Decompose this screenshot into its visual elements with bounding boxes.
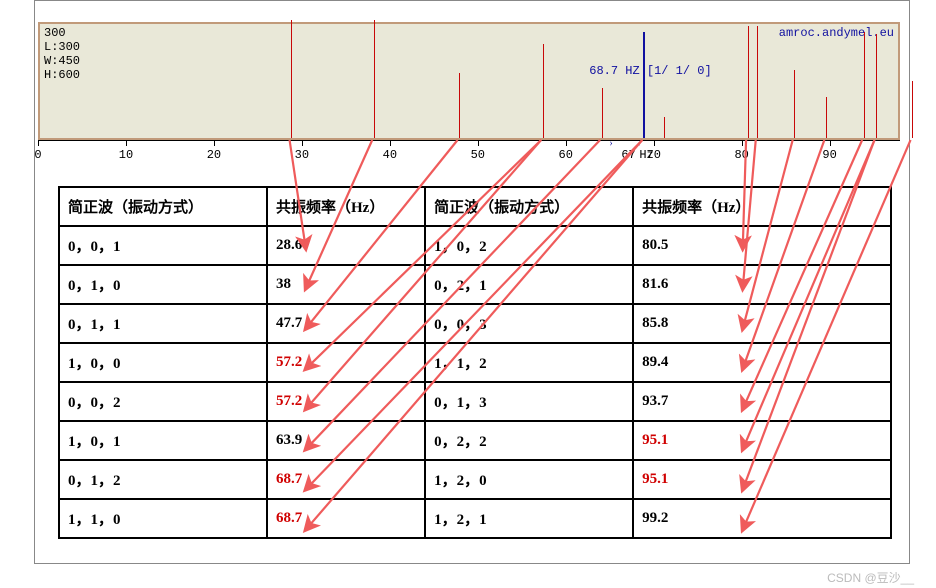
table-row: 0，0，257.20，1，393.7 [59, 382, 891, 421]
axis-center-value: 67 [621, 148, 635, 162]
axis-tick-label: 90 [822, 148, 836, 162]
table-header: 简正波（振动方式） [425, 187, 633, 226]
chart-plot-area: 300 L:300 W:450 H:600 amroc.andymel.eu 6… [38, 22, 900, 140]
spectrum-bar [864, 32, 865, 138]
axis-line [38, 140, 900, 141]
axis-tick-label: 20 [207, 148, 221, 162]
table-cell: 95.1 [633, 460, 891, 499]
center-mark-right: ‹ [637, 138, 640, 149]
spectrum-bar [602, 88, 603, 138]
table-row: 0，1，0380，2，181.6 [59, 265, 891, 304]
axis-tick-label: 40 [383, 148, 397, 162]
meta-H: H:600 [44, 68, 80, 82]
table-header: 简正波（振动方式） [59, 187, 267, 226]
spectrum-bar [912, 81, 913, 138]
table-row: 1，0，163.90，2，295.1 [59, 421, 891, 460]
meta-W: W:450 [44, 54, 80, 68]
axis-tick [390, 140, 391, 146]
axis-tick-label: 10 [119, 148, 133, 162]
spectrum-bar [374, 20, 375, 138]
center-mark-left: › [609, 138, 612, 149]
table-cell: 0，2，1 [425, 265, 633, 304]
spectrum-bar [643, 32, 645, 138]
table-header: 共振频率（Hz） [267, 187, 425, 226]
data-table-wrap: 简正波（振动方式）共振频率（Hz）简正波（振动方式）共振频率（Hz）0，0，12… [58, 186, 892, 539]
table-cell: 1，1，0 [59, 499, 267, 538]
chart-meta: 300 L:300 W:450 H:600 [44, 26, 80, 82]
spectrum-bar [291, 20, 292, 138]
spectrum-bar [757, 26, 758, 138]
axis-tick [566, 140, 567, 146]
table-row: 1，0，057.21，1，289.4 [59, 343, 891, 382]
table-cell: 0，1，1 [59, 304, 267, 343]
spectrum-bar [459, 73, 460, 138]
axis-tick [214, 140, 215, 146]
table-cell: 63.9 [267, 421, 425, 460]
table-cell: 85.8 [633, 304, 891, 343]
table-cell: 95.1 [633, 421, 891, 460]
table-cell: 0，1，0 [59, 265, 267, 304]
spectrum-bar [543, 44, 544, 138]
chart-panel: 300 L:300 W:450 H:600 amroc.andymel.eu 6… [38, 22, 900, 140]
spectrum-bar [664, 117, 665, 138]
table-cell: 93.7 [633, 382, 891, 421]
x-axis: 010203040506070809067Hz›‹ [38, 140, 900, 160]
meta-L: L:300 [44, 40, 80, 54]
axis-tick [742, 140, 743, 146]
axis-tick-label: 30 [295, 148, 309, 162]
table-header: 共振频率（Hz） [633, 187, 891, 226]
table-cell: 38 [267, 265, 425, 304]
resonance-table: 简正波（振动方式）共振频率（Hz）简正波（振动方式）共振频率（Hz）0，0，12… [58, 186, 892, 539]
table-cell: 0，0，2 [59, 382, 267, 421]
peak-label: 68.7 HZ [1/ 1/ 0] [589, 64, 711, 78]
table-cell: 0，1，2 [59, 460, 267, 499]
axis-tick [478, 140, 479, 146]
table-cell: 0，0，1 [59, 226, 267, 265]
table-cell: 68.7 [267, 499, 425, 538]
axis-tick [38, 140, 39, 146]
table-cell: 0，1，3 [425, 382, 633, 421]
table-cell: 57.2 [267, 382, 425, 421]
spectrum-bar [794, 70, 795, 138]
table-cell: 1，2，1 [425, 499, 633, 538]
table-row: 1，1，068.71，2，199.2 [59, 499, 891, 538]
axis-tick [302, 140, 303, 146]
table-cell: 80.5 [633, 226, 891, 265]
table-cell: 1，1，2 [425, 343, 633, 382]
table-cell: 89.4 [633, 343, 891, 382]
axis-tick [126, 140, 127, 146]
table-row: 0，1，147.70，0，385.8 [59, 304, 891, 343]
meta-top: 300 [44, 26, 80, 40]
table-cell: 1，0，2 [425, 226, 633, 265]
table-cell: 47.7 [267, 304, 425, 343]
axis-tick-label: 60 [559, 148, 573, 162]
watermark: CSDN @豆沙__ [827, 569, 914, 586]
table-cell: 81.6 [633, 265, 891, 304]
axis-tick [654, 140, 655, 146]
axis-tick-label: 50 [471, 148, 485, 162]
table-cell: 1，0，1 [59, 421, 267, 460]
axis-tick [830, 140, 831, 146]
table-cell: 0，0，3 [425, 304, 633, 343]
axis-center-unit: Hz [639, 148, 653, 162]
table-cell: 1，0，0 [59, 343, 267, 382]
table-row: 0，0，128.61，0，280.5 [59, 226, 891, 265]
table-cell: 28.6 [267, 226, 425, 265]
table-cell: 68.7 [267, 460, 425, 499]
table-row: 0，1，268.71，2，095.1 [59, 460, 891, 499]
table-cell: 57.2 [267, 343, 425, 382]
table-cell: 99.2 [633, 499, 891, 538]
table-cell: 1，2，0 [425, 460, 633, 499]
spectrum-bar [748, 26, 749, 138]
spectrum-bar [826, 97, 827, 138]
axis-tick-label: 0 [34, 148, 41, 162]
table-cell: 0，2，2 [425, 421, 633, 460]
spectrum-bar [876, 34, 877, 138]
axis-tick-label: 80 [734, 148, 748, 162]
